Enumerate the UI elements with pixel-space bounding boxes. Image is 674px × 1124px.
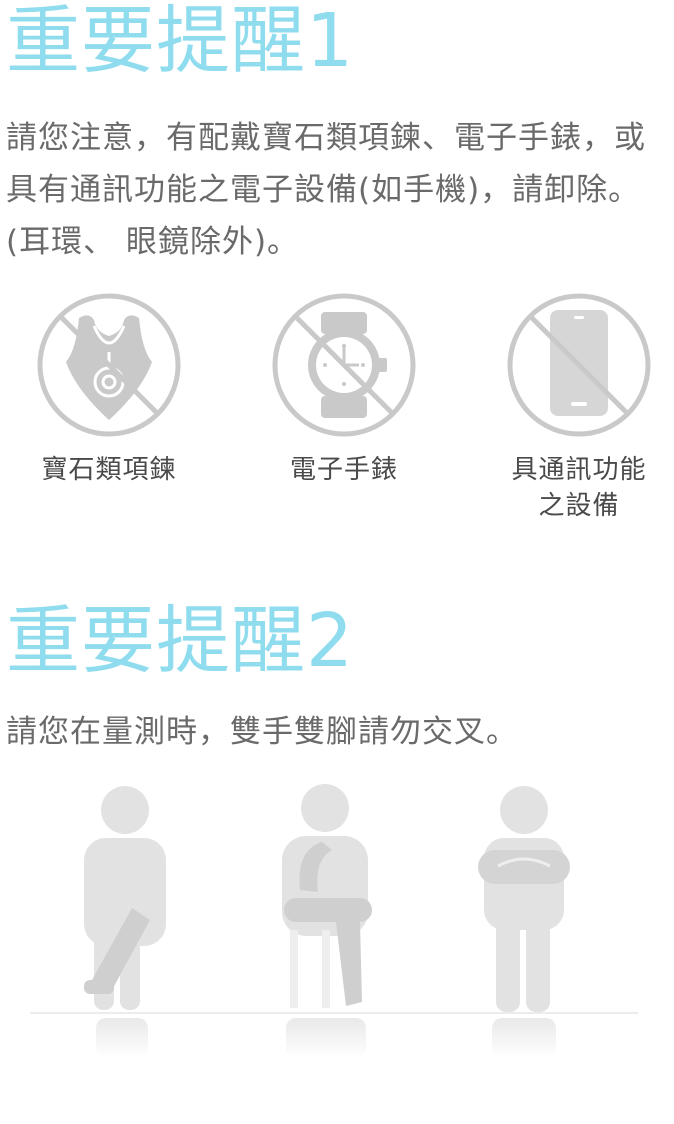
prohibited-item-jewelry: 寶石類項鍊 [9, 290, 209, 488]
icon-label-watch: 電子手錶 [289, 455, 398, 485]
phone-icon [507, 293, 651, 437]
figure-arms-folded [478, 786, 570, 1058]
icon-label-device-line1: 具通訊功能 [511, 455, 647, 485]
posture-figures [30, 784, 638, 1058]
reminder1-title: 重要提醒1 [6, 0, 355, 84]
necklace-icon [37, 293, 181, 437]
prohibited-items-row: 寶石類項鍊 電子手錶 [0, 290, 674, 530]
reminder1-text: 請您注意，有配戴寶石類項鍊、電子手錶，或具有通訊功能之電子設備(如手機)，請卸除… [6, 120, 646, 260]
icon-label-device: 具通訊功能 之設備 [479, 452, 674, 524]
prohibited-item-device: 具通訊功能 之設備 [479, 290, 674, 524]
figure-hand-on-chin [282, 784, 372, 1058]
icon-label-jewelry: 寶石類項鍊 [41, 455, 177, 485]
prohibited-item-watch: 電子手錶 [244, 290, 444, 488]
icon-label-device-line2: 之設備 [538, 491, 620, 521]
posture-illustration [0, 780, 674, 1080]
reminder2-text: 請您在量測時，雙手雙腳請勿交叉。 [6, 714, 518, 750]
reminder2-title: 重要提醒2 [6, 598, 355, 684]
figure-crossed-legs [84, 786, 166, 1058]
watch-icon [272, 293, 416, 437]
